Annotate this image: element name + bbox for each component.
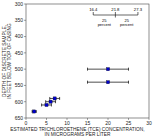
y-tick-label: 350 <box>15 17 24 23</box>
bracket-label-line: percent <box>120 22 134 27</box>
error-bar-cap <box>87 68 88 71</box>
y-tick-label: 650 <box>15 115 24 121</box>
data-point <box>106 81 109 84</box>
x-tick-label: 30 <box>146 120 152 126</box>
chart-container: 0 5 10 15 20 25 30 300 350 400 450 500 550 600 650 ESTI… <box>0 0 155 140</box>
y-tick <box>24 20 26 21</box>
y-tick-label: 550 <box>15 82 24 88</box>
y-tick <box>24 85 26 86</box>
y-axis-label-line: DEPTH OF DISCRETE SAMPLE, <box>2 25 7 97</box>
y-tick-label: 300 <box>15 1 24 7</box>
x-tick-label: 10 <box>64 120 70 126</box>
chart: 0 5 10 15 20 25 30 300 350 400 450 500 550 600 650 ESTI… <box>0 0 155 140</box>
error-bar-cap <box>55 100 56 103</box>
bracket-bar <box>93 15 115 16</box>
error-bar <box>42 103 52 106</box>
error-bar-cap <box>128 68 129 71</box>
bracket-tick <box>115 12 116 18</box>
bracket-label: 25percent <box>120 18 134 27</box>
bracket-label-line: percent <box>98 22 112 27</box>
y-tick-label: 400 <box>15 33 24 39</box>
error-bar <box>88 81 129 84</box>
y-tick <box>24 4 26 5</box>
plot-frame <box>26 4 149 118</box>
error-bar <box>50 97 60 100</box>
y-tick <box>24 101 26 102</box>
bracket-value-label: 16.4 <box>89 7 98 12</box>
y-tick <box>24 118 26 119</box>
error-bar-cap <box>49 97 50 100</box>
bracket-tick <box>137 12 138 15</box>
x-axis-label: ESTIMATED TRICHLOROETHENE (TCE) CONCENTR… <box>10 127 144 137</box>
error-bar-cap <box>59 97 60 100</box>
bracket-label: 25percent <box>98 18 112 27</box>
x-tick-label: 25 <box>126 120 132 126</box>
y-tick-label: 500 <box>15 66 24 72</box>
plot-area <box>32 12 138 113</box>
bracket-bar <box>115 15 138 16</box>
error-bar-cap <box>45 100 46 103</box>
data-point <box>33 110 36 113</box>
x-axis-label-line: IN MICROGRAMS PER LITER <box>45 132 111 137</box>
data-point <box>45 103 48 106</box>
y-axis-label-line: IN FEET BELOW TOP OF CASING <box>7 23 12 99</box>
data-point <box>106 68 109 71</box>
error-bar <box>88 68 129 71</box>
data-point <box>53 97 56 100</box>
bracket-tick <box>93 12 94 15</box>
x-tick-label: 20 <box>105 120 111 126</box>
y-tick <box>24 69 26 70</box>
x-tick-label: 5 <box>45 120 48 126</box>
bracket-value-label: 21.8 <box>111 7 120 12</box>
bracket-value-label: 27.3 <box>134 7 143 12</box>
y-tick-label: 450 <box>15 50 24 56</box>
y-tick <box>24 52 26 53</box>
y-tick <box>24 36 26 37</box>
error-bar-cap <box>87 81 88 84</box>
y-tick-label: 600 <box>15 99 24 105</box>
data-point <box>49 100 52 103</box>
error-bar <box>46 100 56 103</box>
y-axis-label: DEPTH OF DISCRETE SAMPLE,IN FEET BELOW T… <box>2 23 12 99</box>
error-bar-cap <box>128 81 129 84</box>
x-tick-label: 0 <box>25 120 28 126</box>
x-axis-label-line: ESTIMATED TRICHLOROETHENE (TCE) CONCENTR… <box>10 127 144 132</box>
error-bar <box>32 110 36 113</box>
error-bar-cap <box>51 103 52 106</box>
error-bar-cap <box>41 103 42 106</box>
x-tick-label: 15 <box>85 120 91 126</box>
